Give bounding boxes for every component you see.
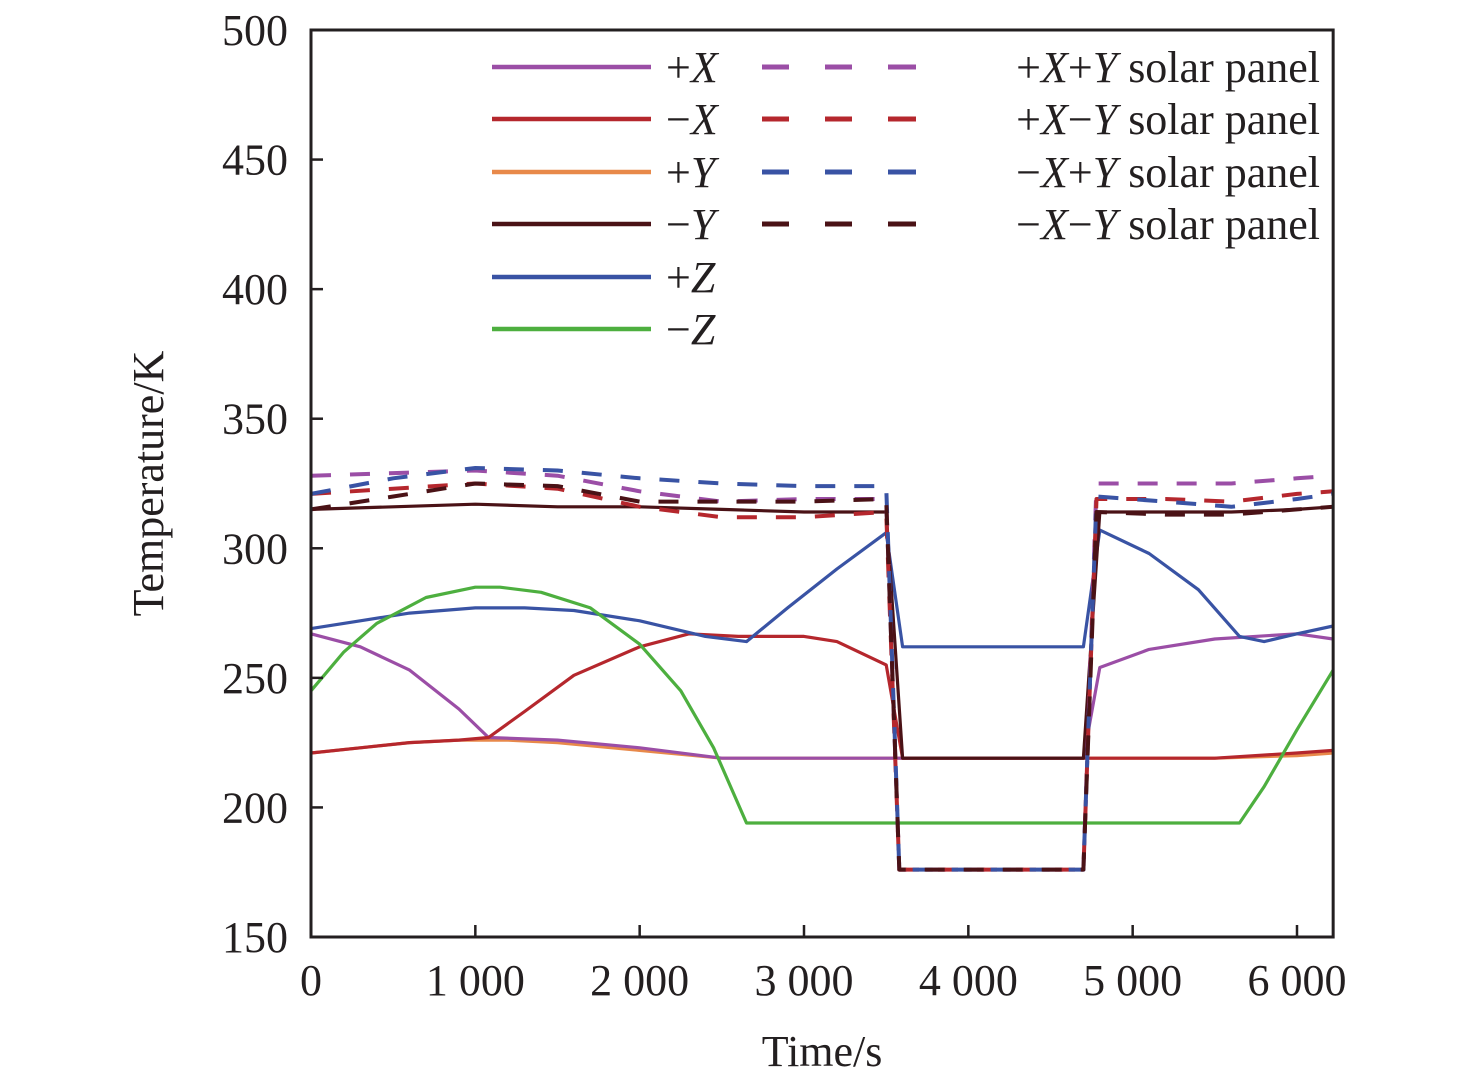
x-tick-label: 3 000 [755,956,854,1005]
x-tick-label: 4 000 [919,956,1018,1005]
series-line-2 [310,738,1334,760]
series-line-4 [310,528,1334,649]
legend-label: −Z [666,305,716,354]
series-line-9 [310,481,1334,872]
plot-frame [309,28,1335,939]
legend-label: +Z [666,253,716,302]
y-tick-label: 300 [222,524,288,573]
series-line-8 [310,466,1334,872]
y-tick-label: 450 [222,136,288,185]
x-tick-label: 2 000 [590,956,689,1005]
x-tick-label: 0 [300,956,322,1005]
legend-label: +X+Y solar panel [1016,43,1320,92]
legend-label: +X [666,43,720,92]
x-tick-label: 1 000 [426,956,525,1005]
series-line-5 [309,585,1335,825]
y-axis: 150 200 250 300 350 400 450 500 [222,6,323,962]
y-axis-title: Temperature/K [124,350,173,616]
y-tick-label: 500 [222,6,288,55]
legend-label: +Y [666,148,720,197]
legend: +X−X+Y−Y+Z−Z +X+Y solar panel+X−Y solar p… [492,43,1320,354]
series-line-6 [310,468,1334,872]
series-line-1 [310,632,1334,760]
series-line-0 [310,632,1334,760]
x-axis-title: Time/s [762,1027,883,1076]
y-tick-label: 350 [222,395,288,444]
x-tick-label: 6 000 [1248,956,1347,1005]
y-tick-label: 200 [222,783,288,832]
y-tick-label: 150 [222,913,288,962]
series-line-3 [310,502,1334,760]
legend-label: −X [666,95,720,144]
legend-label: −X+Y solar panel [1016,148,1320,197]
x-axis: 0 1 000 2 000 3 000 4 000 5 000 6 000 [300,925,1347,1005]
x-tick-label: 5 000 [1083,956,1182,1005]
y-tick-label: 400 [222,265,288,314]
legend-label: +X−Y solar panel [1016,95,1320,144]
y-tick-label: 250 [222,654,288,703]
legend-label: −Y [666,200,720,249]
legend-label: −X−Y solar panel [1016,200,1320,249]
series-layer [309,466,1335,872]
series-line-7 [310,481,1334,872]
